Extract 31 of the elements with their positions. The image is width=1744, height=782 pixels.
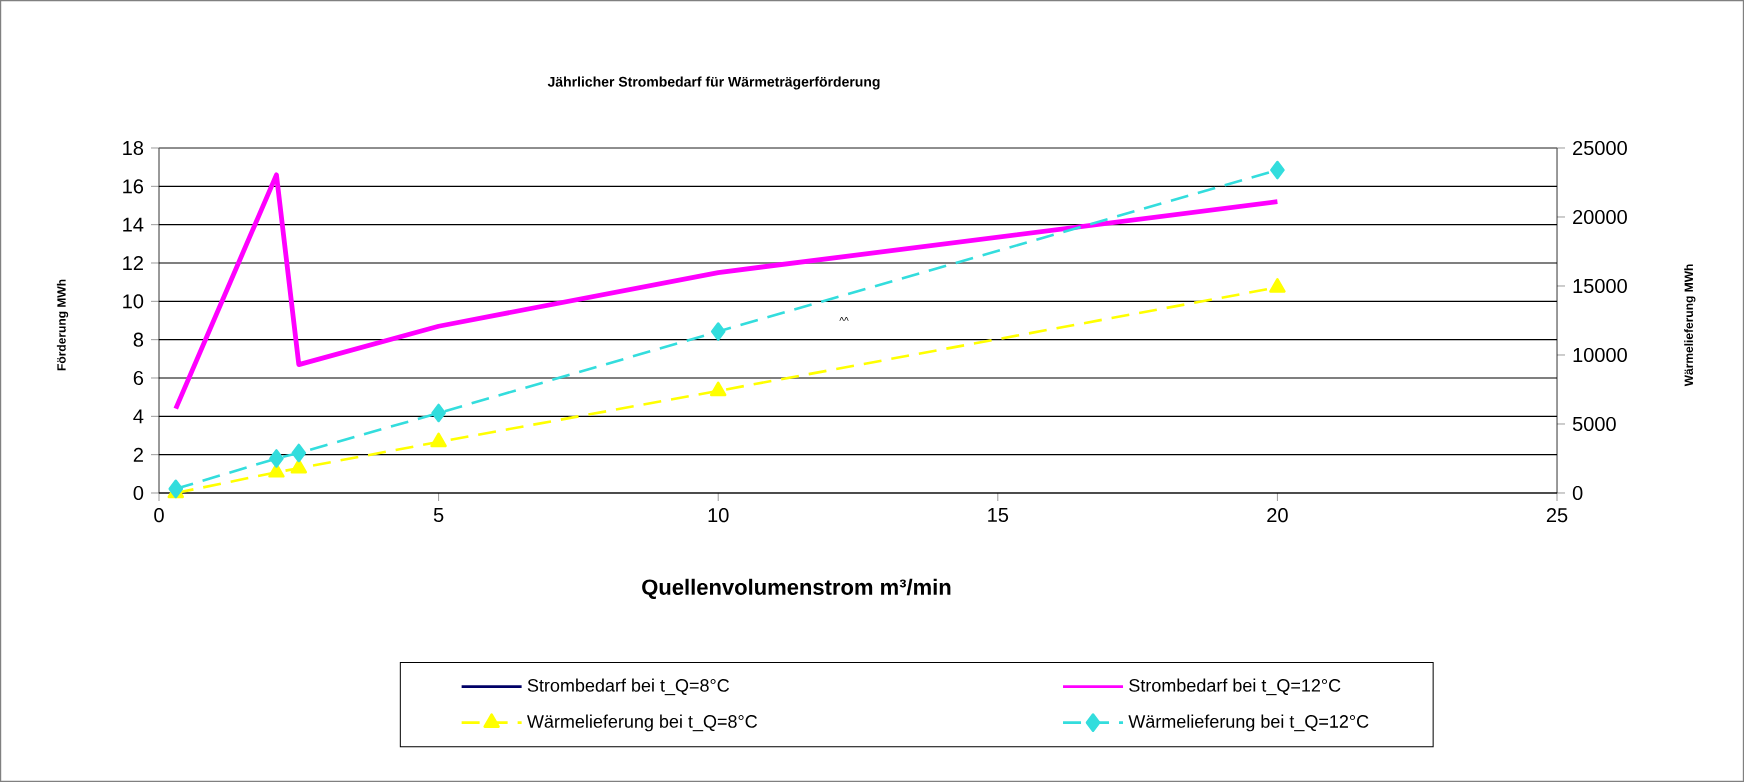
legend-label: Wärmelieferung bei t_Q=12°C <box>1128 714 1369 732</box>
chart-title: Jährlicher Strombedarf für Wärmeträgerförderung <box>547 76 880 90</box>
x-tick-label: 10 <box>708 508 729 523</box>
y2-tick-label: 20000 <box>1573 209 1627 225</box>
x-tick-label: 20 <box>1267 508 1288 523</box>
y2-tick-label: 0 <box>1572 485 1583 501</box>
y-tick-label: 6 <box>133 370 144 386</box>
y-tick-label: 8 <box>133 332 144 347</box>
y-tick-label: 16 <box>123 179 144 194</box>
y2-tick-label: 10000 <box>1573 347 1627 363</box>
x-tick-label: 25 <box>1546 508 1568 523</box>
y-tick-label: 10 <box>123 294 144 309</box>
x-tick-label: 5 <box>433 508 444 523</box>
legend-label: Strombedarf bei t_Q=8°C <box>527 678 730 696</box>
legend-label: Strombedarf bei t_Q=12°C <box>1129 678 1341 696</box>
y-tick-label: 2 <box>133 447 143 462</box>
annotation: ^^ <box>839 317 849 321</box>
x-axis-title: Quellenvolumenstrom m³/min <box>642 578 951 600</box>
legend-label: Wärmelieferung bei t_Q=8°C <box>527 714 758 732</box>
y2-tick-label: 5000 <box>1572 416 1616 432</box>
y-axis-title: Förderung MWh <box>56 279 69 371</box>
x-tick-label: 0 <box>154 508 164 523</box>
y-tick-label: 12 <box>123 256 143 270</box>
y-tick-label: 18 <box>123 140 144 156</box>
y2-tick-label: 15000 <box>1573 278 1627 294</box>
x-tick-label: 15 <box>988 508 1009 523</box>
y-tick-label: 0 <box>133 485 144 501</box>
y-tick-label: 14 <box>123 217 144 232</box>
y2-tick-label: 25000 <box>1573 140 1627 156</box>
y-tick-label: 4 <box>133 409 144 424</box>
y2-axis-title: Wärmelieferung MWh <box>1684 264 1696 387</box>
